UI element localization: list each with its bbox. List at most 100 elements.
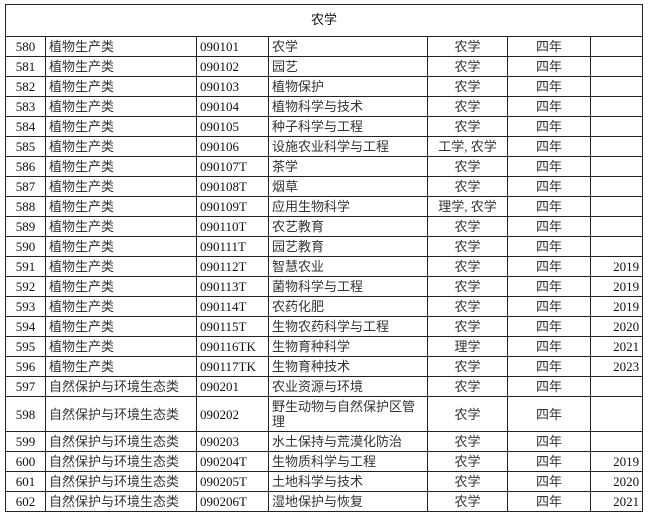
row-number: 588: [5, 196, 46, 217]
degree-cell: 农学: [427, 451, 508, 472]
major-cell: 茶学: [268, 156, 428, 177]
code-cell: 090112T: [196, 256, 269, 277]
category-cell: 植物生产类: [45, 336, 197, 357]
year-cell: [589, 156, 644, 177]
year-cell: [589, 176, 644, 197]
table-row: 601 自然保护与环境生态类 090205T 土地科学与技术 农学 四年 2020: [5, 471, 644, 492]
code-cell: 090201: [196, 376, 269, 397]
table-row: 594 植物生产类 090115T 生物农药科学与工程 农学 四年 2020: [5, 316, 644, 337]
year-cell: [589, 136, 644, 157]
year-cell: [589, 396, 644, 432]
degree-cell: 农学: [427, 296, 508, 317]
row-number: 595: [5, 336, 46, 357]
degree-cell: 理学: [427, 336, 508, 357]
major-cell: 生物农药科学与工程: [268, 316, 428, 337]
duration-cell: 四年: [507, 356, 591, 377]
category-cell: 植物生产类: [45, 356, 197, 377]
degree-cell: 农学: [427, 96, 508, 117]
degree-cell: 农学: [427, 156, 508, 177]
category-cell: 植物生产类: [45, 296, 197, 317]
degree-cell: 农学: [427, 491, 508, 512]
year-cell: 2019: [589, 296, 644, 317]
category-cell: 植物生产类: [45, 56, 197, 77]
major-cell: 菌物科学与工程: [268, 276, 428, 297]
table-row: 587 植物生产类 090108T 烟草 农学 四年: [5, 176, 644, 197]
table-row: 589 植物生产类 090110T 农艺教育 农学 四年: [5, 216, 644, 237]
year-cell: [589, 216, 644, 237]
table-row: 580 植物生产类 090101 农学 农学 四年: [5, 36, 644, 57]
category-cell: 植物生产类: [45, 196, 197, 217]
code-cell: 090204T: [196, 451, 269, 472]
row-number: 590: [5, 236, 46, 257]
year-cell: 2021: [589, 491, 644, 512]
category-cell: 植物生产类: [45, 76, 197, 97]
table-row: 602 自然保护与环境生态类 090206T 湿地保护与恢复 农学 四年 2021: [5, 491, 644, 512]
year-cell: [589, 376, 644, 397]
table-row: 581 植物生产类 090102 园艺 农学 四年: [5, 56, 644, 77]
code-cell: 090206T: [196, 491, 269, 512]
duration-cell: 四年: [507, 256, 591, 277]
table-row: 583 植物生产类 090104 植物科学与技术 农学 四年: [5, 96, 644, 117]
table-row: 585 植物生产类 090106 设施农业科学与工程 工学, 农学 四年: [5, 136, 644, 157]
duration-cell: 四年: [507, 56, 591, 77]
duration-cell: 四年: [507, 451, 591, 472]
major-cell: 植物保护: [268, 76, 428, 97]
code-cell: 090104: [196, 96, 269, 117]
major-cell: 应用生物科学: [268, 196, 428, 217]
year-cell: 2019: [589, 451, 644, 472]
major-cell: 农业资源与环境: [268, 376, 428, 397]
major-cell: 智慧农业: [268, 256, 428, 277]
year-cell: [589, 56, 644, 77]
row-number: 582: [5, 76, 46, 97]
code-cell: 090205T: [196, 471, 269, 492]
major-cell: 烟草: [268, 176, 428, 197]
table-row: 586 植物生产类 090107T 茶学 农学 四年: [5, 156, 644, 177]
year-cell: [589, 116, 644, 137]
code-cell: 090202: [196, 396, 269, 432]
row-number: 581: [5, 56, 46, 77]
code-cell: 090105: [196, 116, 269, 137]
category-cell: 植物生产类: [45, 176, 197, 197]
degree-cell: 农学: [427, 256, 508, 277]
degree-cell: 农学: [427, 356, 508, 377]
degree-cell: 农学: [427, 56, 508, 77]
code-cell: 090109T: [196, 196, 269, 217]
code-cell: 090101: [196, 36, 269, 57]
code-cell: 090203: [196, 431, 269, 452]
row-number: 591: [5, 256, 46, 277]
row-number: 600: [5, 451, 46, 472]
row-number: 589: [5, 216, 46, 237]
table-row: 592 植物生产类 090113T 菌物科学与工程 农学 四年 2019: [5, 276, 644, 297]
duration-cell: 四年: [507, 396, 591, 432]
duration-cell: 四年: [507, 176, 591, 197]
section-title: 农学: [4, 4, 644, 37]
major-cell: 土地科学与技术: [268, 471, 428, 492]
row-number: 602: [5, 491, 46, 512]
code-cell: 090116TK: [196, 336, 269, 357]
category-cell: 植物生产类: [45, 216, 197, 237]
duration-cell: 四年: [507, 76, 591, 97]
year-cell: [589, 431, 644, 452]
category-cell: 自然保护与环境生态类: [45, 471, 197, 492]
major-cell: 水土保持与荒漠化防治: [268, 431, 428, 452]
code-cell: 090102: [196, 56, 269, 77]
degree-cell: 工学, 农学: [427, 136, 508, 157]
category-cell: 植物生产类: [45, 236, 197, 257]
row-number: 601: [5, 471, 46, 492]
category-cell: 植物生产类: [45, 96, 197, 117]
year-cell: [589, 76, 644, 97]
majors-table: 农学 580 植物生产类 090101 农学 农学 四年 581 植物生产类 090102 园艺农…: [4, 4, 644, 512]
row-number: 584: [5, 116, 46, 137]
table-row: 598 自然保护与环境生态类 090202 野生动物与自然保护区管理 农学 四年: [5, 396, 644, 432]
degree-cell: 理学, 农学: [427, 196, 508, 217]
category-cell: 植物生产类: [45, 36, 197, 57]
degree-cell: 农学: [427, 176, 508, 197]
category-cell: 自然保护与环境生态类: [45, 491, 197, 512]
duration-cell: 四年: [507, 36, 591, 57]
row-number: 583: [5, 96, 46, 117]
year-cell: 2019: [589, 256, 644, 277]
row-number: 593: [5, 296, 46, 317]
code-cell: 090108T: [196, 176, 269, 197]
category-cell: 自然保护与环境生态类: [45, 376, 197, 397]
category-cell: 植物生产类: [45, 116, 197, 137]
